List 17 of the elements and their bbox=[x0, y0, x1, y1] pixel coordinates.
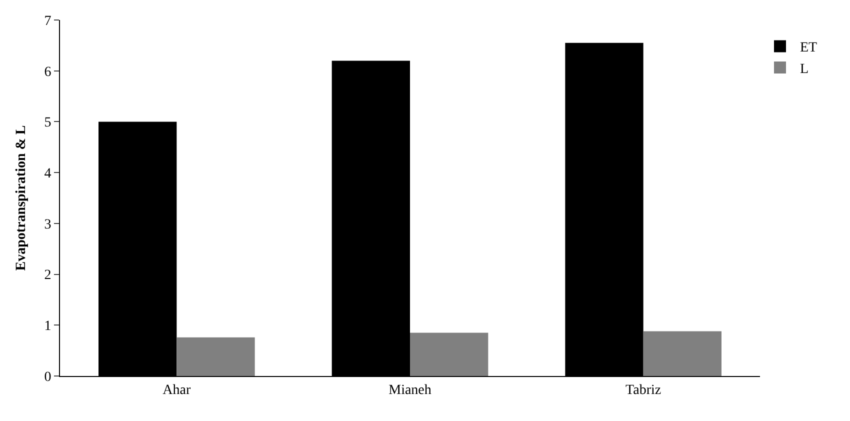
y-tick-label: 1 bbox=[44, 319, 52, 334]
y-tick-label: 4 bbox=[44, 166, 52, 182]
legend-label: L bbox=[800, 62, 809, 77]
y-tick-label: 6 bbox=[44, 64, 52, 80]
bar bbox=[410, 332, 488, 376]
y-tick-label: 5 bbox=[44, 116, 52, 131]
y-tick-label: 7 bbox=[44, 14, 52, 29]
y-tick-label: 2 bbox=[44, 268, 52, 284]
y-tick-label: 0 bbox=[44, 370, 52, 385]
bar bbox=[643, 331, 722, 376]
x-tick-label: Tabriz bbox=[626, 382, 662, 398]
legend-label: ET bbox=[800, 40, 818, 56]
y-axis-title: Evapotranspiration & L bbox=[14, 125, 29, 271]
y-tick-label: 3 bbox=[44, 217, 52, 232]
x-tick-label: Mianeh bbox=[388, 382, 432, 398]
x-tick-label: Ahar bbox=[162, 382, 191, 398]
bar bbox=[176, 337, 255, 376]
